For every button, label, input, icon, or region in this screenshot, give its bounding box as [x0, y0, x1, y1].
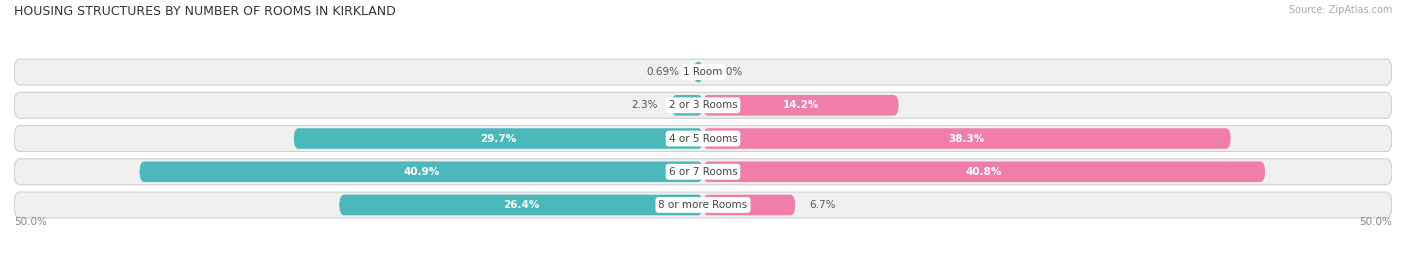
Text: 8 or more Rooms: 8 or more Rooms: [658, 200, 748, 210]
Text: HOUSING STRUCTURES BY NUMBER OF ROOMS IN KIRKLAND: HOUSING STRUCTURES BY NUMBER OF ROOMS IN…: [14, 5, 396, 18]
FancyBboxPatch shape: [703, 195, 796, 215]
FancyBboxPatch shape: [703, 128, 1230, 149]
FancyBboxPatch shape: [339, 195, 703, 215]
FancyBboxPatch shape: [703, 95, 898, 116]
FancyBboxPatch shape: [14, 92, 1392, 118]
Text: 50.0%: 50.0%: [1360, 217, 1392, 227]
Text: 29.7%: 29.7%: [481, 133, 516, 144]
FancyBboxPatch shape: [14, 192, 1392, 218]
Text: 0.69%: 0.69%: [647, 67, 679, 77]
FancyBboxPatch shape: [139, 161, 703, 182]
Text: 40.9%: 40.9%: [404, 167, 439, 177]
FancyBboxPatch shape: [14, 159, 1392, 185]
Text: 6.7%: 6.7%: [808, 200, 835, 210]
Text: 40.8%: 40.8%: [966, 167, 1002, 177]
FancyBboxPatch shape: [294, 128, 703, 149]
FancyBboxPatch shape: [671, 95, 703, 116]
Text: 2 or 3 Rooms: 2 or 3 Rooms: [669, 100, 737, 110]
FancyBboxPatch shape: [693, 62, 703, 82]
Text: 1 Room: 1 Room: [683, 67, 723, 77]
Text: 50.0%: 50.0%: [14, 217, 46, 227]
Text: 26.4%: 26.4%: [503, 200, 540, 210]
Text: 0.0%: 0.0%: [717, 67, 742, 77]
FancyBboxPatch shape: [14, 126, 1392, 151]
FancyBboxPatch shape: [14, 59, 1392, 85]
Text: Source: ZipAtlas.com: Source: ZipAtlas.com: [1288, 5, 1392, 15]
Text: 6 or 7 Rooms: 6 or 7 Rooms: [669, 167, 737, 177]
Text: 2.3%: 2.3%: [631, 100, 658, 110]
Text: 4 or 5 Rooms: 4 or 5 Rooms: [669, 133, 737, 144]
FancyBboxPatch shape: [703, 161, 1265, 182]
Text: 14.2%: 14.2%: [783, 100, 820, 110]
Text: 38.3%: 38.3%: [949, 133, 986, 144]
